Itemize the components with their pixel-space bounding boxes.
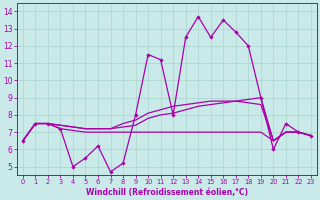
X-axis label: Windchill (Refroidissement éolien,°C): Windchill (Refroidissement éolien,°C) (86, 188, 248, 197)
